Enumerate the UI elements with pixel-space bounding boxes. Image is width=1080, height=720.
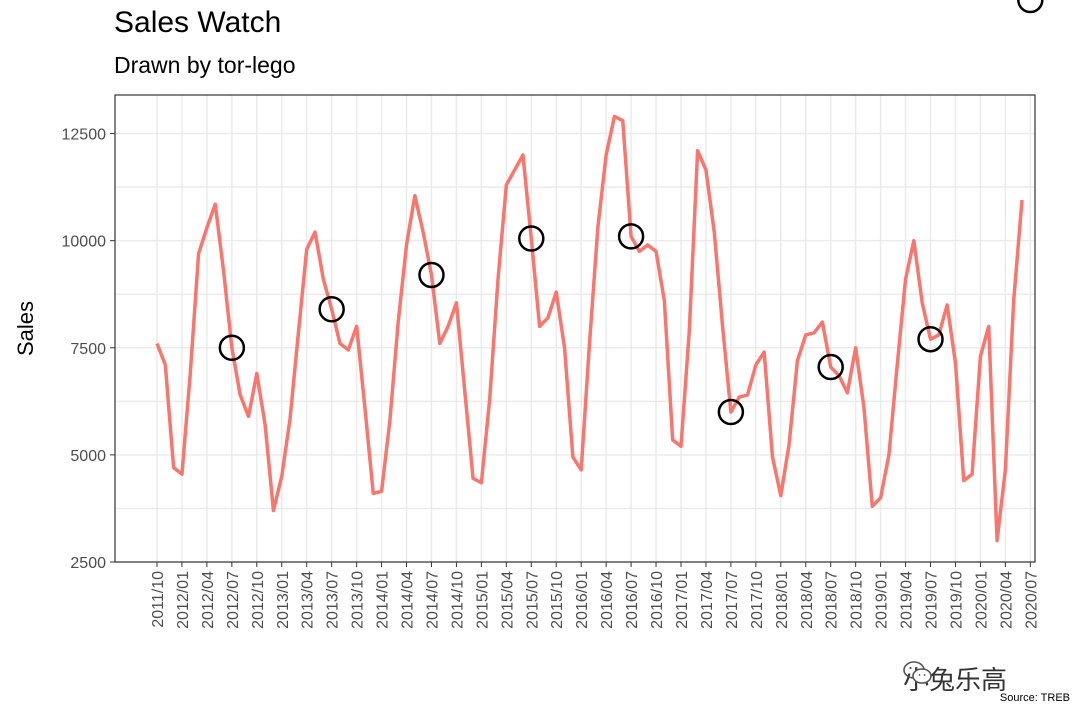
x-tick-label: 2014/07: [424, 571, 441, 629]
x-tick-label: 2012/07: [225, 571, 242, 629]
y-axis-label: Sales: [13, 301, 38, 356]
x-tick-label: 2014/04: [400, 571, 417, 629]
x-tick-label: 2013/01: [275, 571, 292, 629]
y-tick-label: 10000: [62, 234, 107, 251]
x-tick-label: 2018/01: [774, 571, 791, 629]
july-marker: [617, 223, 645, 250]
x-tick-label: 2019/07: [924, 571, 941, 629]
x-tick-label: 2017/01: [674, 571, 691, 629]
x-tick-label: 2019/01: [874, 571, 891, 629]
x-tick-label: 2018/10: [849, 571, 866, 629]
x-tick-label: 2017/10: [749, 571, 766, 629]
x-tick-label: 2015/04: [499, 571, 516, 629]
july-marker: [218, 334, 246, 362]
y-tick-label: 2500: [70, 555, 106, 572]
july-marker: [817, 353, 844, 381]
july-marker: [717, 398, 745, 426]
y-tick-label: 5000: [70, 448, 106, 465]
x-tick-label: 2020/01: [973, 571, 990, 629]
chart-title: Sales Watch: [114, 6, 282, 39]
source-note: Source: TREB: [999, 692, 1070, 704]
x-tick-label: 2016/07: [624, 571, 641, 629]
x-tick-label: 2020/07: [1023, 571, 1040, 629]
x-tick-label: 2011/10: [150, 571, 167, 628]
x-tick-label: 2020/04: [998, 571, 1015, 629]
x-tick-label: 2019/04: [899, 571, 916, 629]
july-marker: [418, 261, 445, 289]
x-tick-label: 2014/01: [375, 571, 392, 629]
watermark: 小兔乐高: [903, 660, 1007, 697]
wechat-icon: [903, 661, 932, 684]
july-marker: [917, 325, 944, 353]
x-tick-label: 2016/04: [599, 571, 616, 629]
x-tick-label: 2017/07: [724, 571, 741, 629]
x-tick-label: 2018/04: [799, 571, 816, 629]
x-tick-label: 2013/07: [325, 571, 342, 629]
x-tick-label: 2015/01: [474, 571, 491, 629]
x-tick-label: 2012/10: [250, 571, 267, 629]
x-tick-label: 2013/04: [300, 571, 317, 629]
x-tick-label: 2015/10: [549, 571, 566, 629]
x-tick-label: 2014/10: [449, 571, 466, 629]
x-tick-label: 2018/07: [824, 571, 841, 629]
y-tick-label: 7500: [70, 341, 106, 358]
x-tick-label: 2016/01: [574, 571, 591, 629]
chart-subtitle: Drawn by tor-lego: [114, 52, 296, 78]
x-tick-label: 2012/01: [175, 571, 192, 629]
july-marker: [318, 295, 345, 323]
plot-panel: [115, 95, 1035, 562]
x-tick-label: 2016/10: [649, 571, 666, 629]
x-tick-label: 2012/04: [200, 571, 217, 629]
x-tick-label: 2013/10: [350, 571, 367, 629]
plot-border: [114, 94, 1036, 563]
july-marker: [518, 225, 545, 252]
y-tick-label: 12500: [62, 127, 107, 144]
x-tick-label: 2015/07: [524, 571, 541, 629]
x-tick-label: 2019/10: [948, 571, 965, 629]
july-marker: [1017, 0, 1044, 14]
sales-line: [155, 114, 1024, 543]
x-tick-label: 2017/04: [699, 571, 716, 629]
